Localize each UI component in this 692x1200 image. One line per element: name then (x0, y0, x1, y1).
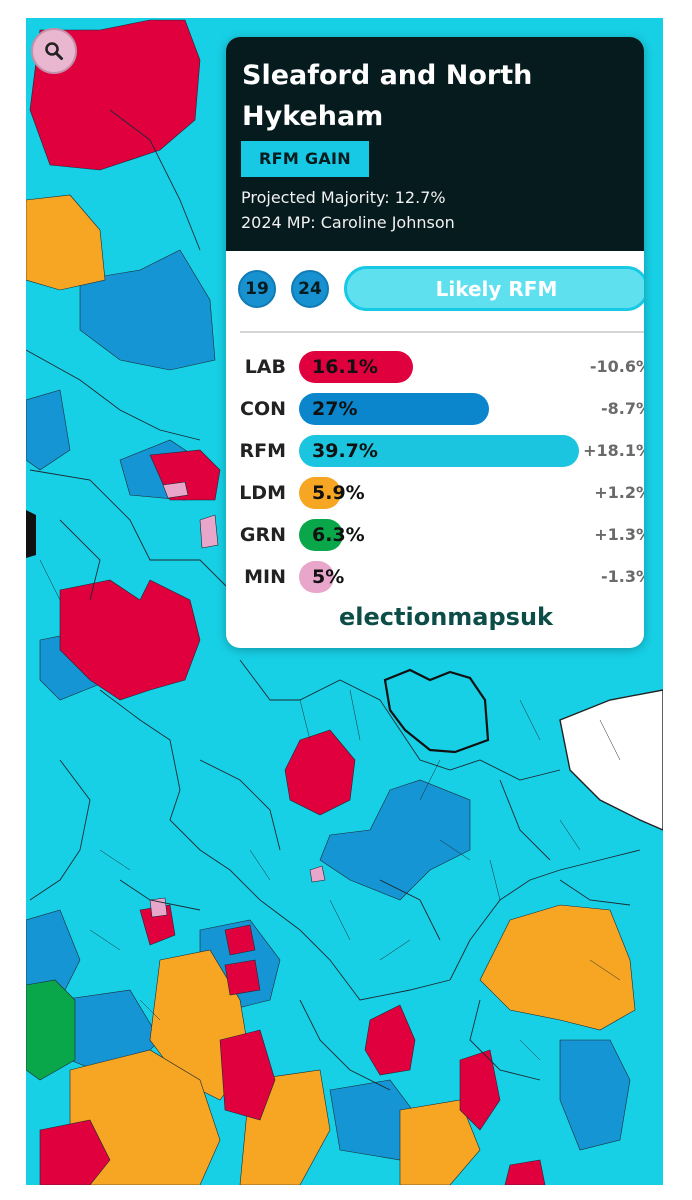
party-label: RFM (239, 440, 286, 462)
vote-share-bar (299, 435, 579, 467)
party-label: MIN (244, 566, 286, 588)
popup-header: Sleaford and North Hykeham RFM GAIN Proj… (226, 37, 644, 251)
party-label: GRN (239, 524, 286, 546)
vote-share-change: -1.3% (600, 567, 644, 586)
rating-pill: Likely RFM (344, 266, 644, 311)
vote-share-change: +18.1% (583, 441, 644, 460)
brand-label: electionmapsuk (339, 603, 553, 631)
constituency-name: Sleaford and North Hykeham (242, 55, 622, 137)
vote-share-value: 16.1% (312, 356, 378, 378)
vote-share-bar (299, 477, 341, 509)
party-label: CON (240, 398, 286, 420)
party-label: LAB (244, 356, 286, 378)
vote-share-value: 6.3% (312, 524, 365, 546)
incumbent-mp: 2024 MP: Caroline Johnson (241, 213, 455, 232)
constituency-popup: Sleaford and North Hykeham RFM GAIN Proj… (226, 37, 644, 648)
result-row-lab: LAB 16.1% -10.6% (226, 350, 644, 384)
vote-share-value: 39.7% (312, 440, 378, 462)
search-button[interactable] (31, 28, 77, 74)
vote-share-bar (299, 519, 344, 551)
vote-share-change: -10.6% (589, 357, 644, 376)
vote-share-bar (299, 561, 335, 593)
party-label: LDM (239, 482, 286, 504)
vote-share-bar (299, 351, 413, 383)
vote-share-change: +1.2% (594, 483, 644, 502)
result-row-grn: GRN 6.3% +1.3% (226, 518, 644, 552)
year-19-button[interactable]: 19 (238, 270, 276, 308)
result-row-ldm: LDM 5.9% +1.2% (226, 476, 644, 510)
result-row-min: MIN 5% -1.3% (226, 560, 644, 594)
constituency-name-line1: Sleaford and North (242, 60, 533, 91)
vote-share-bar (299, 393, 490, 425)
constituency-name-line2: Hykeham (242, 101, 384, 132)
search-icon (45, 42, 63, 60)
vote-share-change: +1.3% (594, 525, 644, 544)
result-row-rfm: RFM 39.7% +18.1% (226, 434, 644, 468)
projected-majority: Projected Majority: 12.7% (241, 188, 446, 207)
divider (240, 331, 644, 333)
vote-share-change: -8.7% (600, 399, 644, 418)
vote-share-value: 5% (312, 566, 345, 588)
vote-share-value: 27% (312, 398, 358, 420)
result-badge: RFM GAIN (241, 141, 370, 177)
year-24-button[interactable]: 24 (291, 270, 329, 308)
vote-share-value: 5.9% (312, 482, 365, 504)
result-row-con: CON 27% -8.7% (226, 392, 644, 426)
